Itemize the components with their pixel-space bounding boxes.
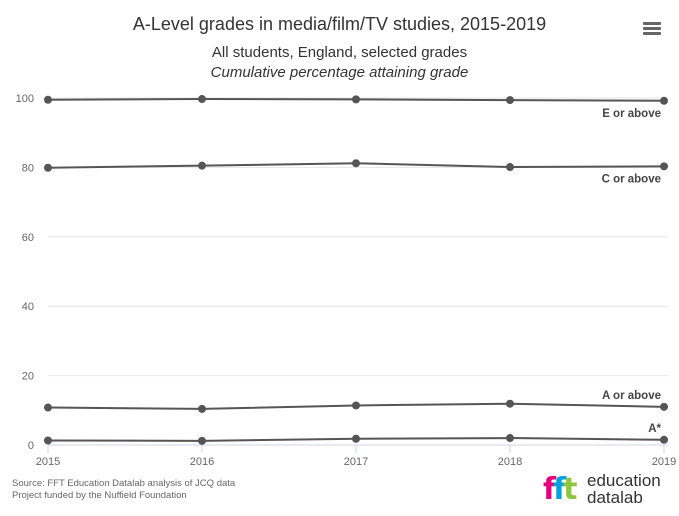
data-point	[506, 434, 514, 443]
credits-source: Source: FFT Education Datalab analysis o…	[12, 478, 236, 489]
hamburger-menu-icon[interactable]	[640, 20, 664, 40]
data-point	[506, 163, 514, 172]
data-point	[198, 161, 206, 170]
data-point	[352, 95, 360, 104]
series-label: A*	[648, 423, 661, 435]
data-point	[44, 403, 52, 412]
data-point	[352, 159, 360, 168]
logo-text-line2: datalab	[587, 488, 643, 507]
logo-text: education datalab	[587, 472, 661, 506]
data-point	[352, 434, 360, 443]
data-point	[660, 162, 668, 171]
data-point	[506, 399, 514, 408]
data-point	[506, 96, 514, 105]
data-point	[352, 401, 360, 410]
x-tick-label: 2019	[652, 456, 676, 468]
y-tick-label: 40	[22, 301, 34, 313]
series-label: C or above	[602, 173, 661, 185]
credits-funding: Project funded by the Nuffield Foundatio…	[12, 490, 187, 501]
y-tick-label: 20	[22, 371, 34, 383]
data-point	[660, 402, 668, 411]
chart-subtitle-italic: Cumulative percentage attaining grade	[210, 64, 469, 81]
data-point	[660, 435, 668, 444]
data-point	[44, 95, 52, 104]
x-tick-label: 2018	[498, 456, 522, 468]
data-point	[198, 404, 206, 413]
y-tick-label: 80	[22, 162, 34, 174]
y-tick-label: 60	[22, 232, 34, 244]
logo-mark-icon: fft	[543, 472, 578, 507]
data-point	[44, 163, 52, 172]
datalab-logo: fft education datalab	[543, 472, 673, 508]
credits: Source: FFT Education Datalab analysis o…	[12, 478, 235, 502]
series-label: A or above	[602, 390, 661, 402]
x-tick-label: 2017	[344, 456, 368, 468]
chart-title: A-Level grades in media/film/TV studies,…	[132, 14, 547, 34]
x-tick-label: 2016	[190, 456, 214, 468]
chart-subtitle: All students, England, selected grades	[211, 44, 468, 61]
y-tick-label: 0	[28, 440, 34, 452]
data-point	[660, 96, 668, 105]
x-tick-label: 2015	[36, 456, 60, 468]
data-point	[198, 95, 206, 104]
data-point	[44, 436, 52, 445]
data-point	[198, 436, 206, 445]
logo-text-line1: education	[587, 471, 661, 490]
y-tick-label: 100	[16, 93, 34, 105]
series-label: E or above	[602, 108, 661, 120]
